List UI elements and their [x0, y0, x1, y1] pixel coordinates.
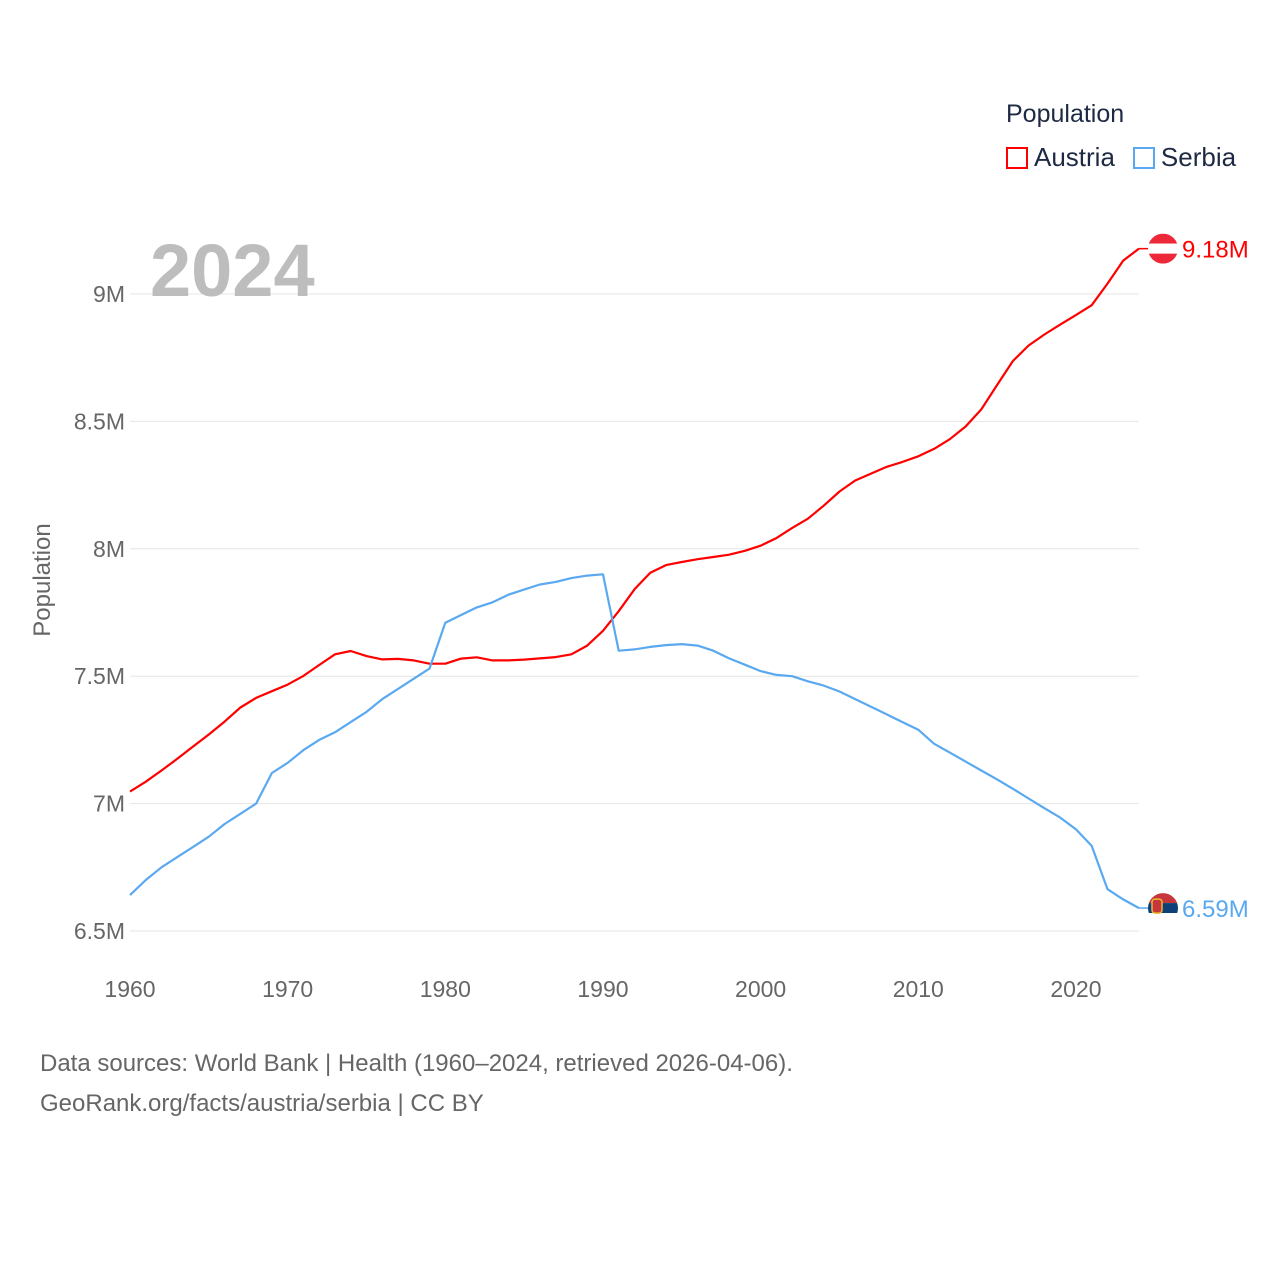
x-tick-label: 1960: [104, 976, 155, 1002]
y-tick-label: 8.5M: [74, 408, 125, 434]
flag-stripes: [1148, 893, 1178, 924]
legend-label-serbia: Serbia: [1160, 142, 1237, 172]
source-note: Data sources: World Bank | Health (1960–…: [40, 1044, 793, 1124]
x-tick-label: 1990: [577, 976, 628, 1002]
flag-stripe: [1148, 893, 1178, 904]
source-line-1: Data sources: World Bank | Health (1960–…: [40, 1050, 793, 1077]
flag-stripe: [1148, 903, 1178, 914]
legend-title: Population: [1006, 100, 1125, 128]
flag-stripe: [1148, 233, 1178, 244]
series-line-austria: [129, 247, 1140, 793]
series-line-serbia: [129, 573, 1140, 910]
x-tick-label: 2000: [735, 976, 786, 1002]
legend-item-serbia[interactable]: Serbia: [1132, 142, 1237, 173]
flag-stripe: [1148, 253, 1178, 264]
legend-label-austria: Austria: [1034, 142, 1115, 172]
serbia-flag-icon: [1148, 893, 1178, 924]
austria-swatch: [1006, 146, 1028, 169]
legend-item-austria[interactable]: Austria: [1006, 142, 1115, 173]
end-value-label-serbia: 6.59M: [1182, 896, 1249, 923]
y-tick-label: 7.5M: [74, 663, 125, 689]
x-tick-label: 1970: [262, 976, 313, 1002]
y-tick-label: 7M: [93, 791, 125, 817]
source-line-2[interactable]: GeoRank.org/facts/austria/serbia | CC BY: [40, 1090, 484, 1117]
serbia-emblem: [1151, 898, 1163, 914]
end-value-label-austria: 9.18M: [1182, 237, 1249, 264]
legend: Austria Serbia: [1006, 142, 1236, 173]
y-tick-label: 8M: [93, 536, 125, 562]
flag-stripe: [1148, 913, 1178, 924]
flag-stripe: [1148, 243, 1178, 254]
x-tick-label: 1980: [420, 976, 471, 1002]
x-tick-label: 2020: [1050, 976, 1101, 1002]
serbia-swatch: [1132, 146, 1155, 169]
current-year-label: 2024: [150, 229, 315, 312]
austria-flag-icon: [1148, 233, 1178, 264]
y-tick-label: 6.5M: [74, 918, 125, 944]
flag-stripes: [1148, 233, 1178, 264]
y-axis-label: Population: [29, 523, 56, 636]
y-tick-label: 9M: [93, 281, 125, 307]
x-tick-label: 2010: [893, 976, 944, 1002]
